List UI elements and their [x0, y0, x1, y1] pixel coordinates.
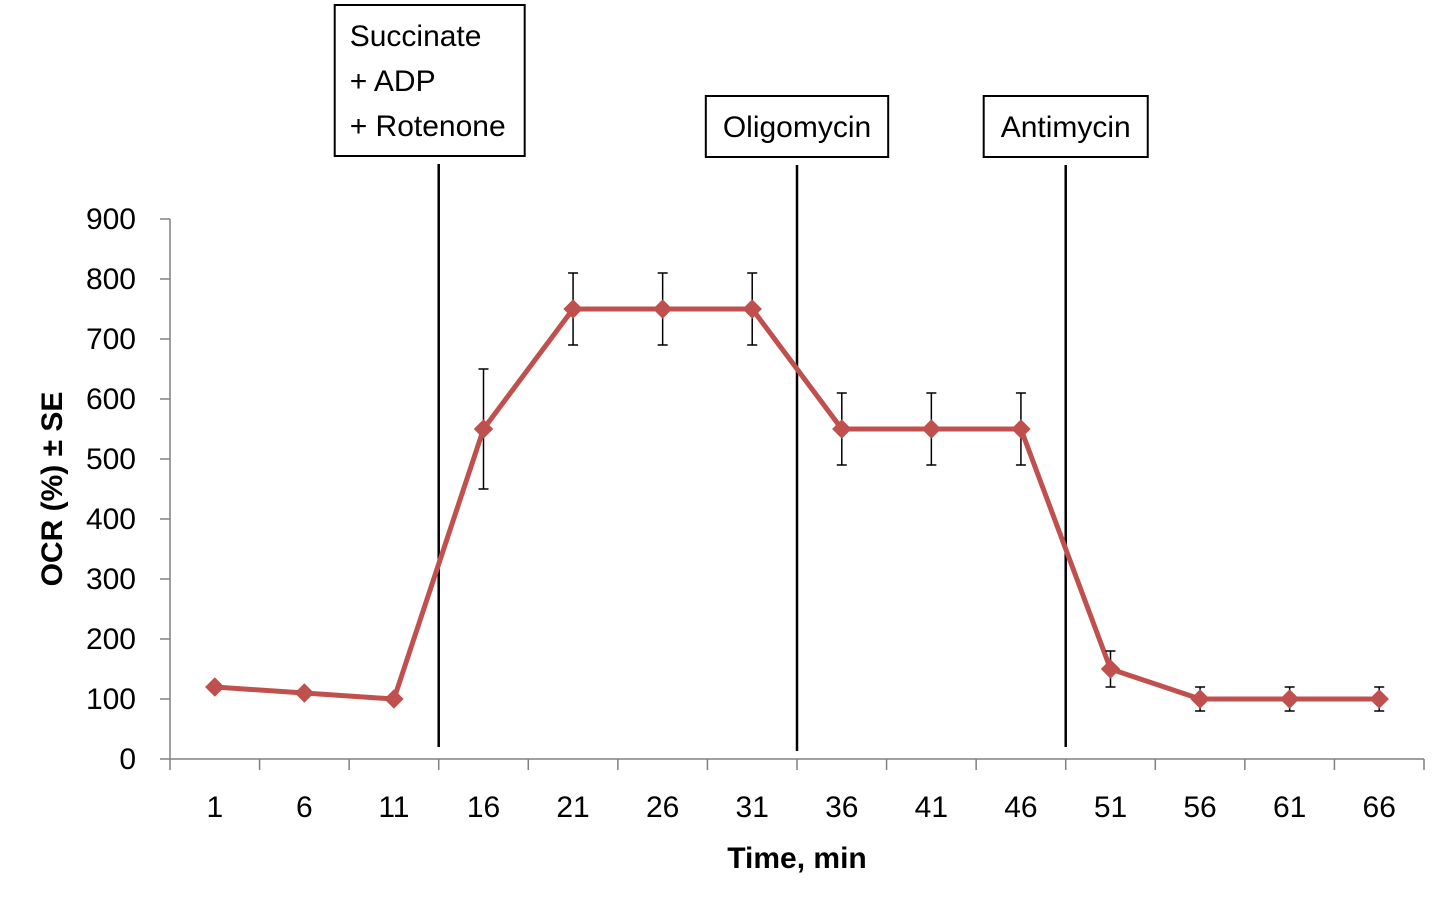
y-tick-label: 300	[86, 563, 136, 596]
y-tick-label: 200	[86, 623, 136, 656]
data-point-marker	[1100, 659, 1121, 679]
series-line	[214, 306, 1380, 702]
injection-lines	[437, 164, 1067, 751]
data-point-marker	[294, 683, 315, 703]
annotation-frame	[982, 95, 1149, 158]
data-point-marker	[1279, 689, 1300, 709]
x-tick-label: 31	[736, 791, 769, 824]
annotation-label: + ADP	[350, 65, 436, 98]
annotations: Succinate + ADP + Rotenone Oligomycin Antimy…	[333, 4, 1149, 158]
x-tick-label: 51	[1094, 791, 1127, 824]
x-axis-title: Time, min	[727, 842, 866, 875]
x-tick-label: 16	[467, 791, 500, 824]
data-point-marker	[742, 299, 762, 319]
annotation-box: Antimycin	[982, 95, 1149, 158]
y-tick-label: 600	[86, 383, 136, 416]
annotation-label: + Rotenone	[350, 110, 506, 143]
data-point-marker	[921, 419, 942, 439]
data-point-marker	[563, 299, 583, 319]
x-tick-label: 61	[1273, 791, 1306, 824]
annotation-label: Antimycin	[1001, 111, 1131, 144]
annotation-box: Succinate + ADP + Rotenone	[333, 4, 526, 157]
y-tick-label: 500	[86, 443, 136, 476]
annotation-label: Succinate	[350, 20, 482, 53]
y-axis-title: OCR (%) ± SE	[36, 392, 69, 587]
series-layer	[205, 272, 1389, 712]
data-point-marker	[652, 299, 673, 319]
data-point-marker	[832, 419, 852, 439]
data-point-marker	[384, 689, 404, 709]
y-tick-label: 900	[86, 203, 136, 236]
x-tick-label: 21	[556, 791, 589, 824]
annotation-label: Oligomycin	[723, 111, 871, 144]
data-point-marker	[1369, 689, 1389, 709]
y-tick-label: 100	[86, 683, 136, 716]
annotation-box: Oligomycin	[704, 95, 890, 158]
data-point-marker	[1011, 419, 1031, 439]
x-tick-label: 36	[825, 791, 858, 824]
x-tick-label: 46	[1004, 791, 1037, 824]
x-tick-label: 41	[915, 791, 948, 824]
y-tick-label: 400	[86, 503, 136, 536]
y-tick-label: 800	[86, 263, 136, 296]
x-tick-label: 11	[378, 791, 409, 824]
y-tick-label: 700	[86, 323, 136, 356]
data-point-marker	[205, 677, 225, 697]
y-tick-label: 0	[119, 743, 136, 776]
annotation-frame	[704, 95, 890, 158]
x-tick-label: 66	[1363, 791, 1396, 824]
data-point-marker	[1190, 689, 1210, 709]
x-tick-label: 56	[1183, 791, 1216, 824]
x-tick-label: 26	[646, 791, 679, 824]
x-tick-label: 6	[296, 791, 313, 824]
x-tick-label: 1	[206, 791, 223, 824]
annotation-frame	[333, 4, 526, 157]
data-point-marker	[473, 419, 494, 439]
